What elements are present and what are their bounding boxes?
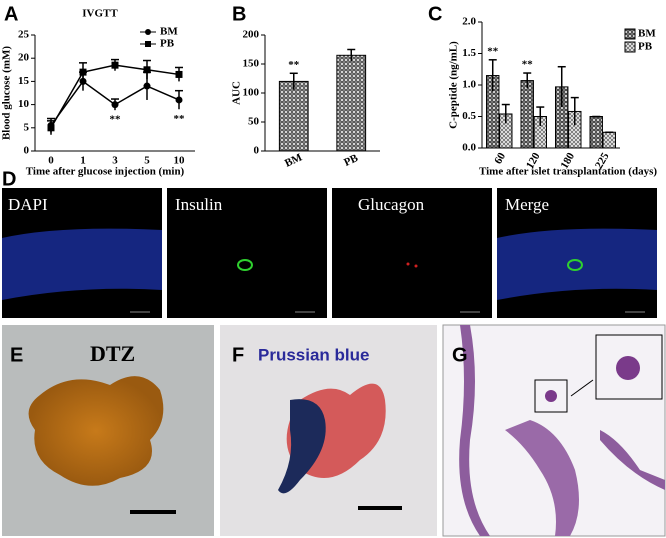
marker (143, 82, 151, 90)
islet (28, 376, 164, 486)
tissue (459, 325, 490, 536)
legend-label: PB (638, 41, 653, 53)
marker (111, 61, 119, 69)
image-label: Insulin (175, 195, 223, 214)
annotation: ** (487, 45, 499, 57)
panel-letter: E (10, 344, 23, 366)
caption: Prussian blue (258, 345, 369, 364)
bar (589, 116, 603, 149)
image-glucagon (332, 188, 492, 318)
panel-letter: D (2, 168, 16, 190)
y-tick-label: 0 (254, 145, 260, 157)
panel-letter: A (4, 3, 18, 25)
y-axis-label: C-peptide (ng/mL) (448, 41, 460, 129)
x-tick-label: 1 (80, 155, 86, 167)
y-tick-label: 20 (18, 52, 30, 64)
y-tick-label: 10 (18, 98, 30, 110)
islet (545, 390, 557, 402)
y-tick-label: 1.5 (462, 47, 476, 59)
caption: DTZ (90, 341, 135, 366)
image-label: Glucagon (358, 195, 425, 214)
x-axis-label: Time after glucose injection (min) (26, 166, 185, 178)
glucagon-signal (414, 264, 418, 268)
x-tick-label: 5 (144, 155, 150, 167)
y-tick-label: 2.0 (462, 16, 476, 28)
y-axis-label: Blood glucose (mM) (1, 46, 13, 140)
y-tick-label: 1.0 (462, 79, 476, 91)
panel-g: G (442, 324, 666, 537)
y-tick-label: 15 (18, 75, 30, 87)
bar (336, 54, 367, 152)
legend-marker (145, 29, 151, 35)
tissue (600, 430, 665, 490)
panel-letter: B (232, 3, 246, 25)
x-tick-label: 60 (492, 150, 508, 166)
panel-letter: F (232, 344, 244, 366)
marker (111, 101, 119, 109)
legend-swatch (624, 41, 636, 53)
y-tick-label: 0.0 (462, 142, 476, 154)
y-tick-label: 0.5 (462, 110, 476, 122)
x-tick-label: 0 (48, 155, 54, 167)
legend-label: BM (638, 28, 656, 40)
x-tick-label: 3 (112, 155, 118, 167)
panel-e: E DTZ (2, 325, 214, 536)
zoom-box (534, 379, 568, 413)
y-tick-label: 5 (24, 121, 30, 133)
x-tick-label: PB (342, 152, 360, 169)
y-tick-label: 100 (243, 87, 260, 99)
y-tick-label: 0 (24, 145, 30, 157)
annotation: ** (174, 113, 186, 125)
image-label: Merge (505, 195, 549, 214)
bar (520, 80, 534, 149)
panel-letter: C (428, 3, 442, 25)
zoom-arrow (570, 379, 594, 397)
legend-label: PB (160, 38, 175, 50)
nuclei (2, 228, 162, 300)
marker (79, 68, 87, 76)
nuclei (497, 228, 657, 300)
y-tick-label: 200 (243, 29, 260, 41)
panel-d: D DAPI Insulin Glucagon Merge (2, 168, 657, 318)
marker (47, 124, 55, 132)
panel-letter: G (452, 344, 468, 366)
islet (616, 356, 640, 380)
marker (175, 70, 183, 78)
legend-marker (145, 41, 151, 47)
panel-f: F Prussian blue (220, 325, 437, 536)
marker (175, 96, 183, 104)
y-tick-label: 150 (243, 58, 260, 70)
tissue (505, 420, 579, 536)
x-tick-label: 10 (174, 155, 186, 167)
marker (143, 66, 151, 74)
stain-blue (278, 399, 326, 494)
annotation: ** (522, 59, 534, 71)
legend-swatch (624, 28, 636, 40)
x-tick-label: BM (283, 151, 305, 170)
y-tick-label: 50 (248, 116, 260, 128)
bar (278, 80, 309, 152)
annotation: ** (110, 114, 122, 126)
legend-label: BM (160, 26, 178, 38)
y-axis-label: AUC (231, 81, 243, 105)
x-axis-label: Time after islet transplantation (days) (479, 166, 657, 178)
glucagon-signal (406, 262, 410, 266)
image-insulin (167, 188, 327, 318)
image-label: DAPI (8, 195, 48, 214)
merge-signal (567, 259, 583, 271)
chart-title: IVGTT (82, 8, 118, 20)
annotation: ** (288, 59, 300, 71)
insulin-signal (237, 259, 253, 271)
y-tick-label: 25 (18, 29, 30, 41)
bar (602, 131, 616, 149)
